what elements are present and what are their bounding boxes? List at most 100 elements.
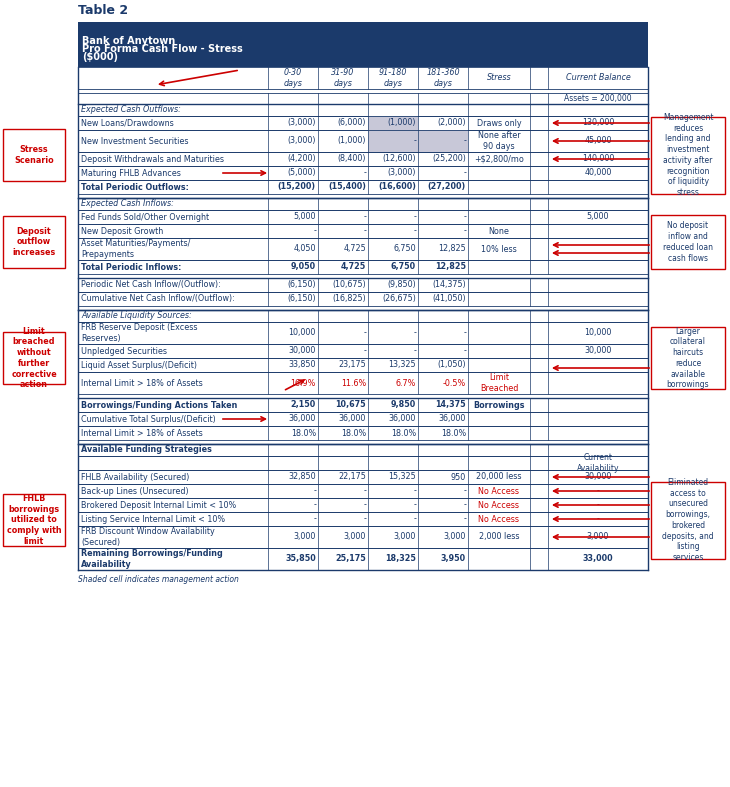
Text: (6,150): (6,150) xyxy=(288,280,316,290)
Text: Internal Limit > 18% of Assets: Internal Limit > 18% of Assets xyxy=(81,379,203,387)
FancyBboxPatch shape xyxy=(78,104,648,116)
Text: -: - xyxy=(463,501,466,509)
Text: (1,000): (1,000) xyxy=(337,136,366,146)
Text: (27,200): (27,200) xyxy=(428,183,466,191)
FancyBboxPatch shape xyxy=(78,260,648,274)
Text: 14,375: 14,375 xyxy=(435,401,466,409)
Text: 9,850: 9,850 xyxy=(391,401,416,409)
FancyBboxPatch shape xyxy=(78,512,648,526)
Text: Internal Limit > 18% of Assets: Internal Limit > 18% of Assets xyxy=(81,428,203,438)
Text: -: - xyxy=(313,486,316,496)
Text: Remaining Borrowings/Funding
Availability: Remaining Borrowings/Funding Availabilit… xyxy=(81,549,223,569)
Text: Liquid Asset Surplus/(Deficit): Liquid Asset Surplus/(Deficit) xyxy=(81,360,197,370)
Text: 130,000: 130,000 xyxy=(582,119,614,127)
Text: -: - xyxy=(463,136,466,146)
Text: Limit
breached
without
further
corrective
action: Limit breached without further correctiv… xyxy=(11,327,57,390)
Text: 12,825: 12,825 xyxy=(435,263,466,272)
Text: -: - xyxy=(313,501,316,509)
Text: Expected Cash Outflows:: Expected Cash Outflows: xyxy=(81,105,181,114)
Text: Cumulative Total Surplus/(Deficit): Cumulative Total Surplus/(Deficit) xyxy=(81,415,216,423)
Text: -: - xyxy=(413,346,416,356)
Text: (25,200): (25,200) xyxy=(432,154,466,164)
FancyBboxPatch shape xyxy=(368,116,418,130)
Text: (3,000): (3,000) xyxy=(388,168,416,178)
Text: -: - xyxy=(413,501,416,509)
Text: 15,325: 15,325 xyxy=(388,472,416,482)
Text: -: - xyxy=(596,501,599,509)
Text: Listing Service Internal Limit < 10%: Listing Service Internal Limit < 10% xyxy=(81,515,225,523)
Text: 0-30
days: 0-30 days xyxy=(283,68,302,88)
FancyBboxPatch shape xyxy=(78,548,648,570)
Text: -: - xyxy=(463,346,466,356)
FancyBboxPatch shape xyxy=(78,130,648,152)
Text: 9,050: 9,050 xyxy=(291,263,316,272)
Text: -: - xyxy=(463,328,466,338)
FancyBboxPatch shape xyxy=(78,67,648,89)
Text: Larger
collateral
haircuts
reduce
available
borrowings: Larger collateral haircuts reduce availa… xyxy=(666,327,710,390)
Text: 3,950: 3,950 xyxy=(441,555,466,563)
Text: -: - xyxy=(413,227,416,235)
Text: 2,000 less: 2,000 less xyxy=(479,533,519,541)
Text: 10% less: 10% less xyxy=(481,245,517,253)
Text: 36,000: 36,000 xyxy=(388,415,416,423)
Text: 36,000: 36,000 xyxy=(288,415,316,423)
FancyBboxPatch shape xyxy=(651,215,725,269)
Text: 12,825: 12,825 xyxy=(438,245,466,253)
Text: (6,150): (6,150) xyxy=(288,294,316,304)
FancyBboxPatch shape xyxy=(78,470,648,484)
Text: -: - xyxy=(463,168,466,178)
Text: -: - xyxy=(413,515,416,523)
Text: 18.0%: 18.0% xyxy=(391,428,416,438)
FancyBboxPatch shape xyxy=(78,238,648,260)
Text: Limit
Breached: Limit Breached xyxy=(480,373,518,393)
FancyBboxPatch shape xyxy=(78,456,648,470)
FancyBboxPatch shape xyxy=(78,166,648,180)
Text: -: - xyxy=(596,486,599,496)
Text: (6,000): (6,000) xyxy=(337,119,366,127)
Text: -: - xyxy=(413,486,416,496)
Text: 6.7%: 6.7% xyxy=(396,379,416,387)
Text: 4,725: 4,725 xyxy=(341,263,366,272)
FancyBboxPatch shape xyxy=(78,22,648,67)
Text: -: - xyxy=(463,515,466,523)
Text: Current Balance: Current Balance xyxy=(566,73,631,83)
Text: 10,000: 10,000 xyxy=(584,328,612,338)
Text: 5,000: 5,000 xyxy=(587,212,610,221)
FancyBboxPatch shape xyxy=(78,224,648,238)
Text: Available Liquidity Sources:: Available Liquidity Sources: xyxy=(81,312,192,320)
Text: 10,000: 10,000 xyxy=(288,328,316,338)
Text: -: - xyxy=(463,227,466,235)
Text: -: - xyxy=(363,227,366,235)
Text: (3,000): (3,000) xyxy=(288,136,316,146)
Text: 45,000: 45,000 xyxy=(584,136,612,146)
Text: -: - xyxy=(313,227,316,235)
Text: 6,750: 6,750 xyxy=(391,263,416,272)
Text: Stress: Stress xyxy=(487,73,511,83)
Text: -: - xyxy=(363,501,366,509)
FancyBboxPatch shape xyxy=(78,344,648,358)
Text: ($000): ($000) xyxy=(82,53,118,62)
FancyBboxPatch shape xyxy=(78,444,648,456)
Text: -: - xyxy=(596,515,599,523)
Text: Cumulative Net Cash Inflow/(Outflow):: Cumulative Net Cash Inflow/(Outflow): xyxy=(81,294,235,304)
Text: New Deposit Growth: New Deposit Growth xyxy=(81,227,164,235)
FancyBboxPatch shape xyxy=(368,130,418,152)
FancyBboxPatch shape xyxy=(78,180,648,194)
Text: (8,400): (8,400) xyxy=(337,154,366,164)
Text: Borrowings: Borrowings xyxy=(473,401,525,409)
FancyBboxPatch shape xyxy=(78,292,648,306)
Text: None after
90 days: None after 90 days xyxy=(477,131,520,151)
FancyBboxPatch shape xyxy=(78,484,648,498)
Text: 22,175: 22,175 xyxy=(338,472,366,482)
Text: 30,000: 30,000 xyxy=(584,472,612,482)
Text: Pro Forma Cash Flow - Stress: Pro Forma Cash Flow - Stress xyxy=(82,43,243,54)
FancyBboxPatch shape xyxy=(78,398,648,412)
Text: 20,000 less: 20,000 less xyxy=(476,472,522,482)
Text: (12,600): (12,600) xyxy=(383,154,416,164)
Text: -: - xyxy=(463,212,466,221)
FancyBboxPatch shape xyxy=(78,152,648,166)
Text: -: - xyxy=(313,515,316,523)
Text: 4,050: 4,050 xyxy=(293,245,316,253)
FancyBboxPatch shape xyxy=(418,130,468,152)
Text: 33,850: 33,850 xyxy=(288,360,316,370)
